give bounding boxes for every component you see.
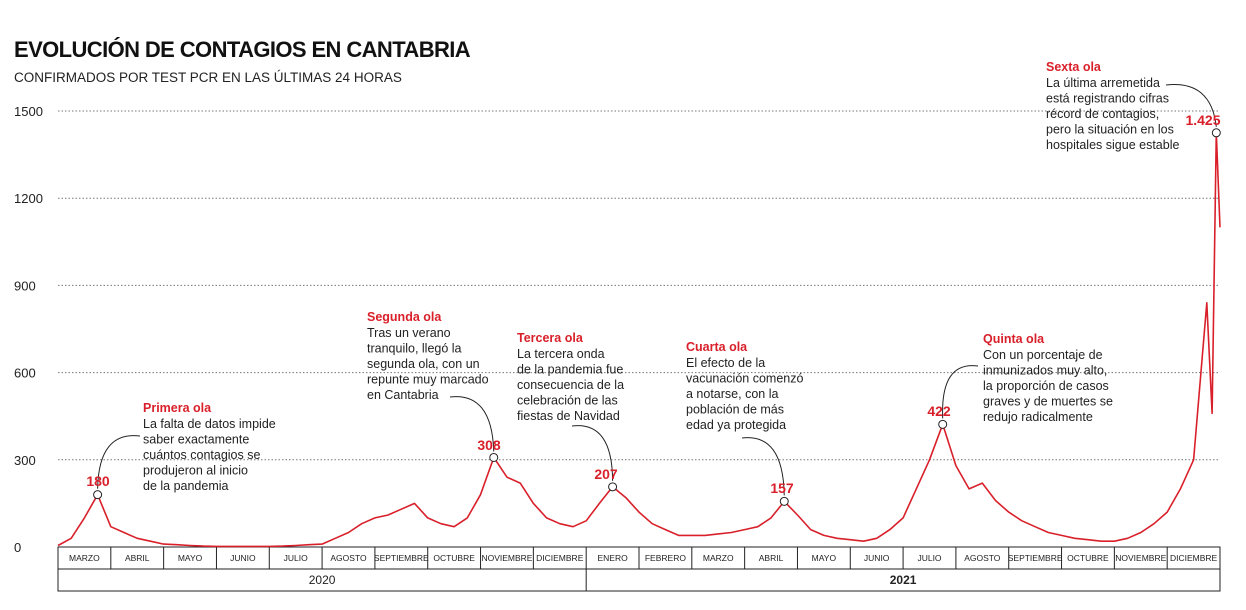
annotation-text: la proporción de casos bbox=[983, 379, 1109, 393]
x-tick-label: MARZO bbox=[703, 553, 734, 563]
year-label: 2021 bbox=[890, 573, 917, 587]
x-tick-label: MAYO bbox=[812, 553, 837, 563]
annotation-text: Con un porcentaje de bbox=[983, 348, 1103, 362]
annotation-text: saber exactamente bbox=[143, 433, 249, 447]
year-label: 2020 bbox=[309, 573, 336, 587]
annotation-text: repunte muy marcado bbox=[367, 373, 489, 387]
annotation-text: El efecto de la bbox=[686, 356, 765, 370]
annotation-text: hospitales sigue estable bbox=[1046, 138, 1179, 152]
annotation-text: de la pandemia fue bbox=[517, 363, 623, 377]
y-tick-label: 1500 bbox=[14, 104, 43, 119]
annotation-title: Primera ola bbox=[143, 401, 212, 415]
chart-title: EVOLUCIÓN DE CONTAGIOS EN CANTABRIA bbox=[14, 37, 471, 62]
annotation-text: récord de contagios, bbox=[1046, 107, 1159, 121]
peak-marker bbox=[779, 496, 789, 506]
annotation-text: La última arremetida bbox=[1046, 76, 1160, 90]
x-tick-label: SEPTIEMBRE bbox=[1008, 553, 1063, 563]
peak-marker bbox=[93, 490, 103, 500]
y-tick-label: 0 bbox=[14, 540, 21, 555]
annotation-leader bbox=[97, 435, 141, 489]
annotation-title: Cuarta ola bbox=[686, 340, 748, 354]
x-tick-label: DICIEMBRE bbox=[536, 553, 584, 563]
x-tick-label: ABRIL bbox=[759, 553, 784, 563]
x-tick-label: OCTUBRE bbox=[1067, 553, 1109, 563]
y-tick-label: 300 bbox=[14, 453, 36, 468]
annotation-text: tranquilo, llegó la bbox=[367, 342, 462, 356]
annotation-text: fiestas de Navidad bbox=[517, 409, 620, 423]
x-tick-label: MAYO bbox=[178, 553, 203, 563]
x-tick-label: DICIEMBRE bbox=[1170, 553, 1218, 563]
annotation-text: graves y de muertes se bbox=[983, 395, 1113, 409]
peak-label: 1.425 bbox=[1185, 112, 1220, 128]
annotation-leader bbox=[449, 396, 495, 452]
annotation-text: consecuencia de la bbox=[517, 378, 624, 392]
peak-marker bbox=[489, 452, 499, 462]
annotation-text: población de más bbox=[686, 403, 784, 417]
annotation-leader bbox=[571, 425, 614, 481]
x-tick-label: JULIO bbox=[917, 553, 941, 563]
annotation-text: en Cantabria bbox=[367, 388, 439, 402]
annotation-text: pero la situación en los bbox=[1046, 123, 1174, 137]
x-tick-label: MARZO bbox=[69, 553, 100, 563]
annotation-text: segunda ola, con un bbox=[367, 357, 480, 371]
x-tick-label: AGOSTO bbox=[330, 553, 367, 563]
peak-marker bbox=[1211, 128, 1221, 138]
peak-label: 308 bbox=[477, 437, 501, 453]
year-row bbox=[57, 568, 1221, 592]
x-tick-label: JUNIO bbox=[864, 553, 890, 563]
annotation-text: edad ya protegida bbox=[686, 418, 786, 432]
peak-label: 180 bbox=[86, 473, 110, 489]
annotation-text: produjeron al inicio bbox=[143, 464, 248, 478]
annotation-title: Quinta ola bbox=[983, 332, 1045, 346]
annotation-title: Sexta ola bbox=[1046, 60, 1102, 74]
annotation-text: a notarse, con la bbox=[686, 387, 778, 401]
annotation-text: celebración de las bbox=[517, 394, 618, 408]
peak-label: 422 bbox=[927, 403, 951, 419]
x-tick-label: SEPTIEMBRE bbox=[374, 553, 429, 563]
x-tick-label: JUNIO bbox=[230, 553, 256, 563]
peak-label: 157 bbox=[770, 480, 794, 496]
y-tick-label: 1200 bbox=[14, 191, 43, 206]
annotation-title: Tercera ola bbox=[517, 331, 584, 345]
x-tick-label: NOVIEMBRE bbox=[1115, 553, 1166, 563]
x-tick-label: OCTUBRE bbox=[433, 553, 475, 563]
chart-subtitle: CONFIRMADOS POR TEST PCR EN LAS ÚLTIMAS … bbox=[14, 70, 402, 85]
peak-marker bbox=[938, 419, 948, 429]
x-tick-label: FEBRERO bbox=[645, 553, 686, 563]
annotation-text: cuántos contagios se bbox=[143, 448, 260, 462]
annotation-leader bbox=[741, 437, 785, 496]
annotation-text: está registrando cifras bbox=[1046, 92, 1169, 106]
x-tick-label: ABRIL bbox=[125, 553, 150, 563]
annotation-text: La tercera onda bbox=[517, 347, 605, 361]
annotation-text: Tras un verano bbox=[367, 326, 451, 340]
x-tick-label: JULIO bbox=[284, 553, 308, 563]
annotation-text: La falta de datos impide bbox=[143, 417, 276, 431]
annotation-title: Segunda ola bbox=[367, 310, 442, 324]
y-tick-label: 600 bbox=[14, 366, 36, 381]
annotation-leader bbox=[1165, 84, 1217, 127]
x-tick-label: NOVIEMBRE bbox=[481, 553, 532, 563]
annotation-text: vacunación comenzó bbox=[686, 372, 803, 386]
x-tick-label: AGOSTO bbox=[964, 553, 1001, 563]
data-line bbox=[57, 132, 1221, 548]
annotation-text: de la pandemia bbox=[143, 479, 229, 493]
x-tick-label: ENERO bbox=[597, 553, 628, 563]
peak-label: 207 bbox=[594, 466, 618, 482]
annotation-leader bbox=[942, 365, 979, 419]
peak-marker bbox=[608, 482, 618, 492]
annotation-text: redujo radicalmente bbox=[983, 410, 1093, 424]
y-tick-label: 900 bbox=[14, 278, 36, 293]
annotation-text: inmunizados muy alto, bbox=[983, 364, 1107, 378]
